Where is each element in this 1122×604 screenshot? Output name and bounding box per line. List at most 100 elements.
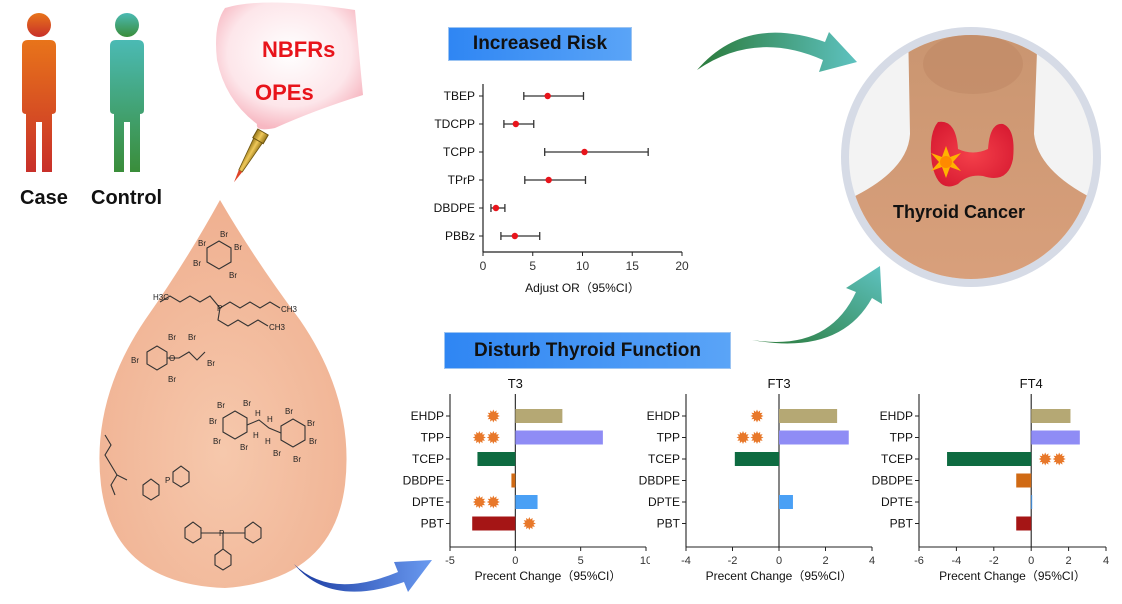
significance-star-icon [750, 409, 764, 423]
x-tick-label: -2 [728, 555, 738, 567]
category-label: TCEP [881, 452, 913, 466]
bar [511, 473, 516, 488]
molecule-atom-label: Br [243, 399, 251, 408]
molecule-atom-label: Br [217, 401, 225, 410]
category-label: TPP [421, 431, 444, 445]
category-label: TPP [657, 431, 680, 445]
spray-label-nbfrs: NBFRs [262, 37, 336, 62]
star-shape [750, 409, 764, 423]
significance-star-icon [486, 431, 500, 444]
bar [515, 495, 538, 509]
significance-star-icon [1038, 452, 1052, 466]
category-label: DPTE [412, 495, 444, 509]
bar [734, 452, 779, 466]
bar-chart-t3: T3 -5 0 5 10 EHDP TPP TCEP DBDPE DPTE PBT Precent C… [403, 376, 650, 583]
estimate-point [545, 176, 552, 184]
arrow-to-thyroid-top-icon [697, 32, 857, 72]
molecule-atom-label: Br [198, 239, 206, 248]
significance-star-icon [736, 431, 750, 444]
bar-chart-ft3: FT3 -4 -2 0 2 4 EHDP TPP TCEP DBDPE DPTE PBT Precent… [639, 376, 875, 583]
star-shape [472, 495, 486, 509]
x-tick-label: 20 [675, 259, 689, 273]
molecule-atom-label: Br [168, 375, 176, 384]
x-axis-label: Precent Change（95%CI） [475, 569, 622, 583]
molecule-atom-label: Br [207, 359, 215, 368]
molecule-atom-label: CH3 [269, 323, 286, 332]
molecule-atom-label: CH3 [281, 305, 298, 314]
star-shape [472, 431, 486, 444]
bar [779, 495, 793, 509]
bar-chart-ft4: FT4 -6 -4 -2 0 2 4 EHDP TPP TCEP DBDPE DPTE PBT Prece… [872, 376, 1109, 583]
molecule-atom-label: P [165, 476, 170, 485]
chart-title: FT3 [767, 376, 790, 391]
star-shape [750, 431, 764, 444]
molecule-atom-label: Br [234, 243, 242, 252]
case-person-icon [22, 13, 56, 172]
bar [1031, 409, 1071, 423]
molecule-atom-label: O [169, 354, 175, 363]
molecule-atom-label: P [219, 529, 224, 538]
category-label: TCEP [412, 452, 444, 466]
tumor-star-icon [931, 146, 961, 178]
x-tick-label: -4 [952, 555, 962, 567]
molecule-atom-label: Br [307, 419, 315, 428]
molecule-atom-label: Br [220, 230, 228, 239]
significance-star-icon [486, 495, 500, 509]
x-tick-label: 5 [578, 555, 584, 567]
star-shape [1052, 452, 1066, 466]
molecule-atom-label: H [253, 431, 259, 440]
x-tick-label: 4 [869, 555, 875, 567]
bar [515, 430, 603, 445]
x-tick-label: 0 [776, 555, 782, 567]
category-label: PBT [421, 517, 445, 531]
x-tick-label: 15 [626, 259, 640, 273]
x-tick-label: 5 [529, 259, 536, 273]
bar [1016, 516, 1032, 531]
droplet-with-molecules: Br Br Br Br Br H3C P CH3 CH3 Br Br Br O … [99, 200, 347, 588]
bar [472, 516, 516, 531]
category-label: TCPP [443, 145, 475, 159]
spray-label-opes: OPEs [255, 80, 314, 105]
molecule-atom-label: Br [240, 443, 248, 452]
significance-star-icon [522, 517, 536, 530]
category-label: TCEP [648, 452, 680, 466]
star-shape [486, 495, 500, 509]
molecule-atom-label: Br [309, 437, 317, 446]
category-label: TDCPP [434, 117, 475, 131]
star-shape [486, 431, 500, 444]
x-tick-label: 0 [1028, 555, 1034, 567]
x-axis-label: Precent Change（95%CI） [939, 569, 1086, 583]
bar [477, 452, 516, 466]
category-label: TPrP [448, 173, 475, 187]
x-tick-label: -5 [445, 555, 455, 567]
bar [779, 409, 838, 423]
category-label: DBDPE [403, 474, 444, 488]
molecule-atom-label: Br [273, 449, 281, 458]
star-shape [486, 409, 500, 423]
category-label: DPTE [648, 495, 680, 509]
x-tick-label: 0 [480, 259, 487, 273]
molecule-atom-label: Br [131, 356, 139, 365]
category-label: EHDP [647, 409, 680, 423]
x-tick-label: 2 [1066, 555, 1072, 567]
estimate-point [512, 120, 520, 128]
category-label: DBDPE [639, 474, 680, 488]
category-label: EHDP [880, 409, 913, 423]
category-label: PBBz [445, 229, 475, 243]
category-label: TBEP [444, 89, 475, 103]
category-label: TPP [890, 431, 913, 445]
x-tick-label: -4 [681, 555, 691, 567]
control-label: Control [91, 187, 163, 209]
estimate-point [544, 92, 551, 100]
molecule-atom-label: H [267, 415, 273, 424]
estimate-point [581, 148, 588, 156]
forest-plot: 0 5 10 15 20 TBEP TDCPP TCPP TPrP DBDPE PBBz Adjust… [434, 84, 689, 295]
case-label: Case [20, 187, 68, 209]
significance-star-icon [472, 431, 486, 444]
thyroid-cancer-label: Thyroid Cancer [893, 202, 1026, 222]
molecule-atom-label: Br [188, 333, 196, 342]
x-tick-label: 0 [512, 555, 518, 567]
molecule-atom-label: P [217, 304, 222, 313]
significance-star-icon [472, 495, 486, 509]
chart-title: T3 [508, 376, 523, 391]
